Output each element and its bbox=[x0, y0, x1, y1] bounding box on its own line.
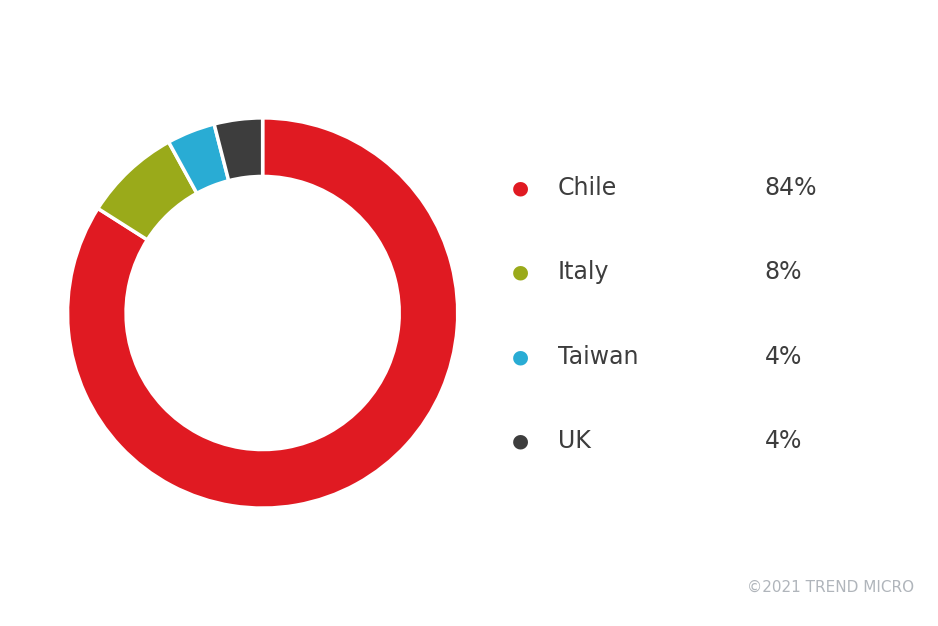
Wedge shape bbox=[169, 124, 229, 193]
Text: ©2021 TREND MICRO: ©2021 TREND MICRO bbox=[748, 580, 915, 595]
Text: 4%: 4% bbox=[764, 429, 802, 453]
Text: Chile: Chile bbox=[558, 176, 617, 200]
Text: ●: ● bbox=[512, 178, 529, 197]
Text: UK: UK bbox=[558, 429, 591, 453]
Text: 4%: 4% bbox=[764, 345, 802, 369]
Text: Italy: Italy bbox=[558, 260, 610, 284]
Text: 8%: 8% bbox=[764, 260, 802, 284]
Text: Taiwan: Taiwan bbox=[558, 345, 639, 369]
Text: 84%: 84% bbox=[764, 176, 817, 200]
Text: ●: ● bbox=[512, 432, 529, 451]
Text: ●: ● bbox=[512, 347, 529, 366]
Wedge shape bbox=[68, 118, 458, 508]
Text: ●: ● bbox=[512, 263, 529, 282]
Wedge shape bbox=[214, 118, 263, 181]
Wedge shape bbox=[98, 142, 197, 240]
